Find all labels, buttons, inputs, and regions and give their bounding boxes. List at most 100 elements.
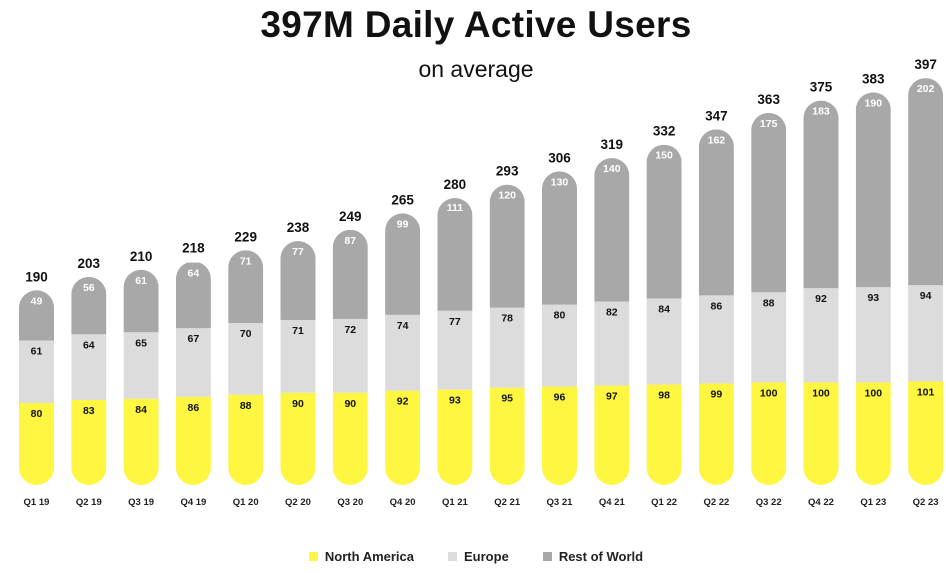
segment-label-rest-of-world: 202 xyxy=(917,83,935,95)
total-label: 375 xyxy=(810,80,833,95)
bar-group xyxy=(71,276,107,485)
bar-segment-rest-of-world xyxy=(437,198,473,311)
bar-segment-north-america xyxy=(751,382,787,485)
category-label: Q3 22 xyxy=(756,497,782,508)
bar-segment-rest-of-world xyxy=(385,213,421,315)
bar-segment-north-america xyxy=(489,387,525,485)
bar-group xyxy=(908,78,944,485)
bar-group xyxy=(698,129,734,485)
segment-label-north-america: 86 xyxy=(188,402,200,414)
bar-segment-north-america xyxy=(71,399,107,485)
bar-group xyxy=(489,184,525,485)
segment-label-north-america: 90 xyxy=(292,398,304,410)
bar-segment-north-america xyxy=(19,403,54,485)
segment-label-rest-of-world: 49 xyxy=(31,295,43,307)
category-label: Q2 21 xyxy=(494,497,521,508)
segment-label-north-america: 100 xyxy=(812,388,830,400)
bar-segment-rest-of-world xyxy=(908,78,944,286)
bar-segment-rest-of-world xyxy=(489,184,525,308)
bar-segment-europe xyxy=(594,301,630,386)
total-label: 238 xyxy=(287,220,310,235)
segment-label-north-america: 80 xyxy=(31,408,43,420)
total-label: 332 xyxy=(653,124,676,139)
category-label: Q2 22 xyxy=(703,497,729,508)
segment-label-rest-of-world: 56 xyxy=(83,282,95,294)
total-label: 210 xyxy=(130,249,153,264)
total-label: 363 xyxy=(757,92,780,107)
total-label: 265 xyxy=(391,192,414,207)
total-label: 383 xyxy=(862,71,885,86)
category-label: Q4 21 xyxy=(599,497,626,508)
bar-segment-rest-of-world xyxy=(855,92,891,288)
segment-label-rest-of-world: 162 xyxy=(708,134,726,146)
total-label: 319 xyxy=(601,137,624,152)
legend-swatch-north-america xyxy=(308,552,318,561)
total-label: 229 xyxy=(234,229,257,244)
bar-segment-north-america xyxy=(123,398,159,485)
segment-label-rest-of-world: 111 xyxy=(447,202,464,214)
segment-label-rest-of-world: 130 xyxy=(551,176,569,188)
segment-label-rest-of-world: 77 xyxy=(292,246,304,258)
segment-label-north-america: 99 xyxy=(711,389,723,401)
category-label: Q1 20 xyxy=(233,497,259,508)
bar-group xyxy=(332,229,368,485)
bar-segment-europe xyxy=(698,295,734,384)
category-label: Q4 20 xyxy=(390,497,416,508)
segment-label-europe: 77 xyxy=(449,316,461,328)
segment-label-europe: 61 xyxy=(31,345,43,357)
segment-label-europe: 64 xyxy=(83,339,95,351)
bar-segment-europe xyxy=(175,328,211,397)
bar-segment-europe xyxy=(437,310,473,390)
bar-segment-rest-of-world xyxy=(71,276,107,335)
bar-segment-rest-of-world xyxy=(123,269,159,333)
segment-label-rest-of-world: 71 xyxy=(240,255,252,267)
bar-group xyxy=(123,269,159,485)
category-label: Q3 19 xyxy=(128,497,154,508)
total-label: 280 xyxy=(444,177,467,192)
bar-group xyxy=(175,262,211,485)
bar-segment-europe xyxy=(489,307,525,388)
total-label: 249 xyxy=(339,209,362,224)
bar-group xyxy=(594,158,630,485)
legend-swatch-rest-of-world xyxy=(542,552,552,561)
segment-label-europe: 78 xyxy=(501,313,513,325)
total-label: 190 xyxy=(25,269,48,284)
segment-label-rest-of-world: 140 xyxy=(603,163,621,175)
bar-segment-north-america xyxy=(646,384,682,485)
segment-label-europe: 72 xyxy=(344,324,356,336)
segment-label-north-america: 98 xyxy=(658,390,670,402)
segment-label-rest-of-world: 64 xyxy=(188,268,200,280)
bar-segment-rest-of-world xyxy=(594,158,630,302)
total-label: 347 xyxy=(705,108,728,123)
bar-segment-europe xyxy=(71,334,107,400)
total-label: 218 xyxy=(182,241,205,256)
bar-segment-north-america xyxy=(280,392,316,485)
bar-segment-europe xyxy=(646,298,682,385)
category-label: Q4 19 xyxy=(180,497,206,508)
segment-label-rest-of-world: 87 xyxy=(344,235,356,247)
total-label: 203 xyxy=(78,256,101,271)
category-label: Q4 22 xyxy=(808,497,834,508)
bar-group xyxy=(646,144,682,485)
segment-label-north-america: 101 xyxy=(917,386,935,398)
bar-segment-rest-of-world xyxy=(175,262,211,329)
segment-label-north-america: 92 xyxy=(397,396,409,408)
segment-label-north-america: 88 xyxy=(240,400,252,412)
bar-segment-rest-of-world xyxy=(751,112,787,293)
bar-group xyxy=(280,241,316,485)
legend-item-europe: Europe xyxy=(448,549,509,564)
bar-segment-europe xyxy=(855,287,891,383)
legend-item-north-america: North America xyxy=(308,549,414,564)
segment-label-europe: 86 xyxy=(711,300,723,312)
bar-group xyxy=(751,112,787,485)
segment-label-rest-of-world: 175 xyxy=(760,118,778,130)
bar-group xyxy=(228,250,264,485)
bar-segment-europe xyxy=(542,304,577,387)
category-label: Q1 21 xyxy=(442,497,469,508)
chart-title: 397M Daily Active Users xyxy=(260,4,692,45)
category-label: Q1 19 xyxy=(24,497,50,508)
segment-label-north-america: 97 xyxy=(606,391,618,403)
total-label: 293 xyxy=(496,164,519,179)
legend-label-europe: Europe xyxy=(464,549,509,564)
